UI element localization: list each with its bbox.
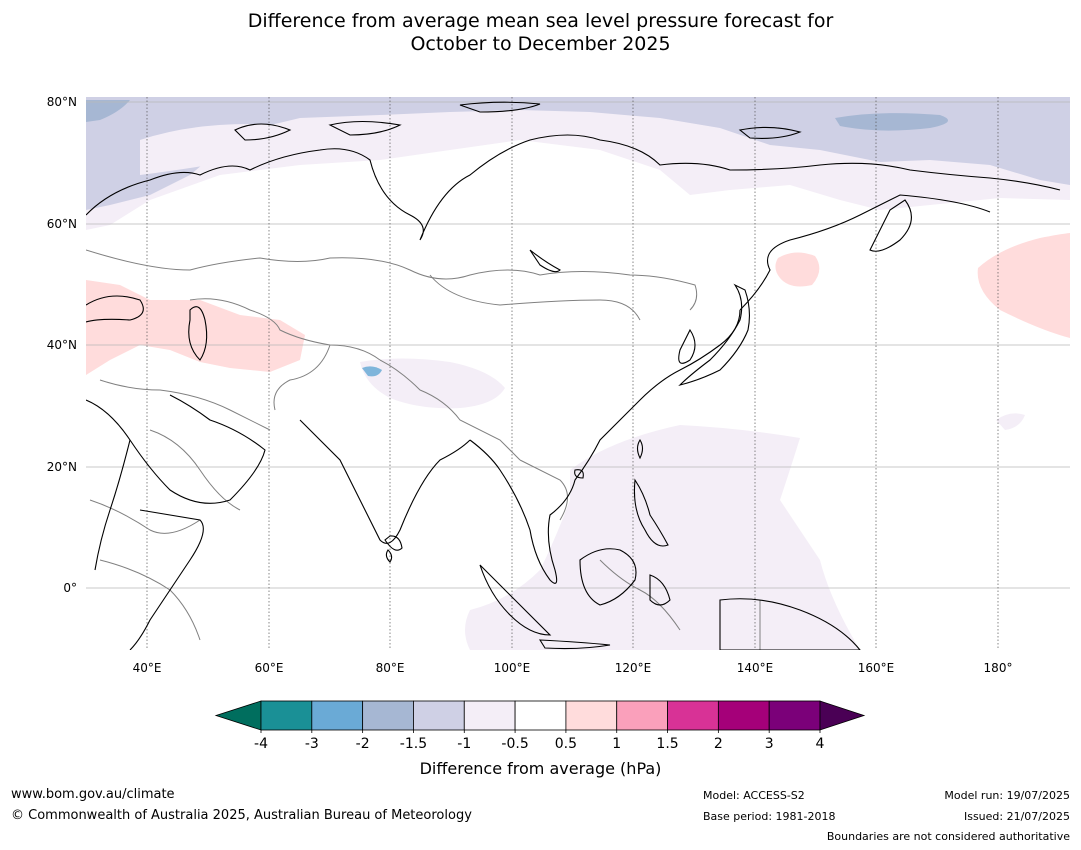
- arctic-blue-grey-pocket-east: [835, 113, 948, 131]
- colorbar-tick-label: -1.5: [400, 736, 427, 752]
- okhotsk-positive-region: [775, 252, 820, 287]
- colorbar-tick-label: 1.5: [656, 736, 678, 752]
- map-area: [86, 97, 1070, 650]
- colorbar-bin: [362, 700, 414, 731]
- lon-label-100e: 100°E: [494, 661, 531, 675]
- lon-label-80e: 80°E: [376, 661, 405, 675]
- lon-label-140e: 140°E: [737, 661, 774, 675]
- colorbar-bin: [413, 700, 465, 731]
- footer-website: www.bom.gov.au/climate: [11, 787, 175, 802]
- colorbar-bin: [514, 700, 567, 731]
- western-pacific-light-negative-region: [465, 425, 860, 650]
- colorbar-bin: [717, 700, 770, 731]
- colorbar-tick-label: 2: [714, 736, 723, 752]
- map-title-line2: October to December 2025: [410, 33, 671, 55]
- country-borders: [86, 249, 761, 650]
- colorbar-tick-label: -3: [305, 736, 319, 752]
- footer-disclaimer: Boundaries are not considered authoritat…: [826, 830, 1070, 843]
- coastlines: [86, 101, 1061, 650]
- longitude-labels: 40°E 60°E 80°E 100°E 120°E 140°E 160°E 1…: [133, 661, 1013, 675]
- lon-label-160e: 160°E: [858, 661, 895, 675]
- longitude-gridlines: [146, 97, 999, 650]
- colorbar-tick-label: 0.5: [555, 736, 577, 752]
- colorbar-title: Difference from average (hPa): [419, 759, 662, 778]
- lat-label-80n: 80°N: [47, 95, 77, 109]
- map-title-line1: Difference from average mean sea level p…: [247, 10, 834, 32]
- footer-issued: Issued: 21/07/2025: [963, 810, 1070, 823]
- lat-label-20n: 20°N: [47, 460, 77, 474]
- arctic-blue-grey-pocket-west: [86, 100, 130, 122]
- anomaly-shading: [86, 97, 1070, 650]
- colorbar-tick-label: -4: [254, 736, 268, 752]
- colorbar-bin: [667, 700, 719, 731]
- colorbar-tick-label: -1: [457, 736, 471, 752]
- footer-model: Model: ACCESS-S2: [703, 789, 805, 802]
- colorbar-tick-label: -2: [356, 736, 370, 752]
- colorbar-low-extend: [214, 700, 262, 731]
- footer-base-period: Base period: 1981-2018: [703, 810, 836, 823]
- arctic-lavender-region: [86, 97, 1070, 210]
- colorbar-bin: [768, 700, 821, 731]
- colorbar: -4 -3 -2 -1.5 -1 -0.5 0.5 1 1.5 2 3 4: [214, 700, 866, 752]
- lon-label-40e: 40°E: [133, 661, 162, 675]
- lon-label-180: 180°: [984, 661, 1013, 675]
- lon-label-60e: 60°E: [255, 661, 284, 675]
- colorbar-tick-label: 4: [816, 736, 825, 752]
- colorbar-high-extend: [819, 700, 866, 731]
- lon-label-120e: 120°E: [615, 661, 652, 675]
- colorbar-bin: [463, 700, 516, 731]
- north-pacific-positive-region: [977, 233, 1070, 338]
- coral-sea-light-negative-region: [996, 413, 1025, 430]
- footer-model-run: Model run: 19/07/2025: [944, 789, 1070, 802]
- colorbar-tick-label: -0.5: [501, 736, 528, 752]
- latitude-gridlines: [86, 101, 1070, 589]
- lat-label-40n: 40°N: [47, 338, 77, 352]
- lat-label-60n: 60°N: [47, 217, 77, 231]
- latitude-labels: 80°N 60°N 40°N 20°N 0°: [47, 95, 77, 595]
- colorbar-bin: [565, 700, 618, 731]
- tibet-light-negative-region: [360, 358, 505, 409]
- colorbar-bin: [311, 700, 364, 731]
- arctic-white-gap: [140, 117, 470, 175]
- tibet-blue-pocket: [362, 366, 382, 377]
- colorbar-tick-label: 3: [765, 736, 774, 752]
- colorbar-tick-label: 1: [612, 736, 621, 752]
- footer-copyright: © Commonwealth of Australia 2025, Austra…: [11, 808, 472, 823]
- map-title: Difference from average mean sea level p…: [0, 10, 1081, 56]
- colorbar-bin: [260, 700, 313, 731]
- central-asia-positive-region: [86, 280, 305, 375]
- lat-label-0: 0°: [63, 581, 77, 595]
- pressure-anomaly-map: 80°N 60°N 40°N 20°N 0° 40°E 60°E 80°E 10…: [47, 95, 1070, 752]
- colorbar-bin: [616, 700, 668, 731]
